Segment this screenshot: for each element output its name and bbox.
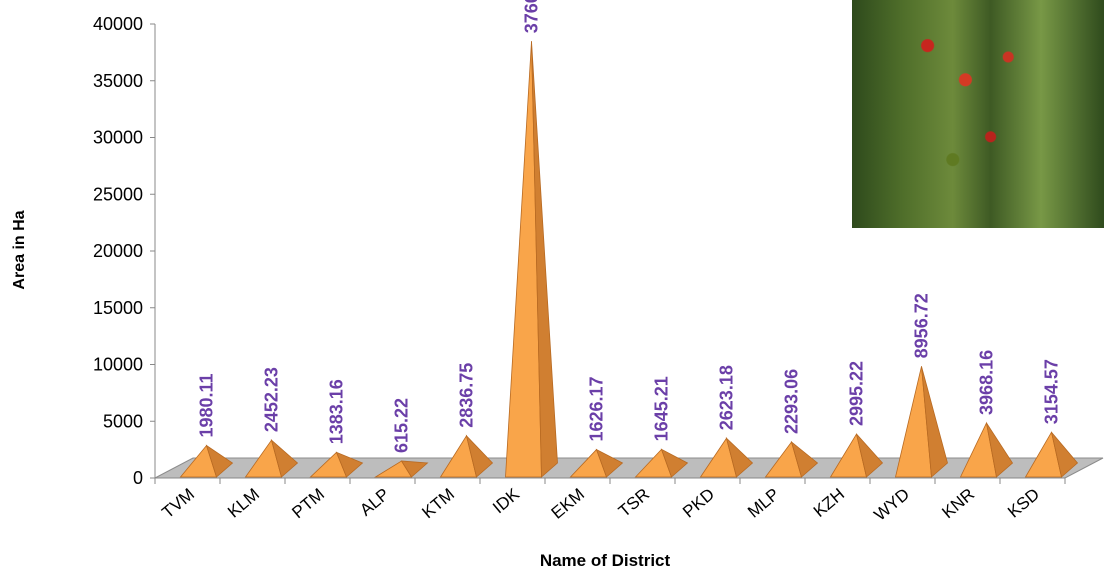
x-tick-label: KZH: [810, 485, 848, 521]
x-tick-label: MLP: [744, 485, 783, 522]
value-label: 1645.21: [652, 376, 672, 441]
value-label: 615.22: [392, 398, 412, 453]
x-tick-label: PKD: [679, 485, 718, 522]
x-axis-title: Name of District: [540, 551, 671, 570]
x-tick-label: IDK: [489, 484, 523, 517]
x-tick-label: TVM: [158, 485, 198, 523]
pyramid: [374, 460, 429, 478]
pyramid-side: [856, 433, 884, 478]
y-tick-label: 10000: [93, 355, 143, 375]
pyramid-side: [400, 460, 429, 478]
pyramid-side: [205, 444, 234, 478]
value-label: 37600: [522, 0, 542, 33]
pyramid-side: [660, 448, 689, 478]
pyramid: [634, 448, 689, 478]
y-tick-label: 15000: [93, 298, 143, 318]
pyramid: [1024, 431, 1079, 478]
value-label: 1383.16: [327, 379, 347, 444]
y-tick-label: 35000: [93, 71, 143, 91]
x-tick-label: KLM: [224, 485, 263, 522]
pyramid: [764, 440, 819, 478]
pyramid-side: [790, 440, 819, 478]
pyramid: [959, 421, 1014, 478]
x-tick-label: KTM: [418, 485, 458, 523]
pyramid-side: [1051, 431, 1079, 478]
value-label: 3968.16: [977, 350, 997, 415]
y-tick-label: 30000: [93, 128, 143, 148]
x-tick-label: TSR: [615, 485, 653, 521]
floor: [154, 457, 1104, 479]
value-label: 1980.11: [197, 373, 217, 437]
value-label: 2452.23: [262, 367, 282, 432]
y-tick-label: 20000: [93, 241, 143, 261]
y-tick-label: 0: [133, 468, 143, 488]
pepper-photo: [852, 0, 1104, 228]
pyramid: [309, 451, 364, 478]
pyramid-side: [595, 448, 624, 478]
pyramid: [244, 438, 299, 478]
y-tick-label: 5000: [103, 411, 143, 431]
x-tick-label: WYD: [870, 485, 913, 525]
x-tick-label: KNR: [938, 485, 978, 523]
pyramid: [439, 434, 494, 478]
pyramid: [894, 366, 948, 478]
x-tick-label: PTM: [288, 485, 328, 523]
value-label: 8956.72: [912, 293, 932, 358]
value-label: 2623.18: [717, 365, 737, 430]
pyramid-side: [921, 366, 948, 478]
pyramid-side: [531, 41, 558, 478]
value-label: 3154.57: [1042, 359, 1062, 424]
pyramid: [505, 41, 558, 478]
value-label: 1626.17: [587, 376, 607, 441]
value-label: 2293.06: [782, 369, 802, 434]
value-label: 2995.22: [847, 361, 867, 426]
x-tick-label: KSD: [1004, 485, 1043, 522]
value-label: 2836.75: [457, 363, 477, 428]
y-tick-label: 40000: [93, 14, 143, 34]
pyramid: [829, 432, 884, 478]
x-tick-label: EKM: [548, 485, 588, 523]
x-tick-label: ALP: [356, 485, 393, 520]
pyramid-side: [270, 438, 299, 478]
pyramid: [699, 436, 754, 478]
pyramid: [179, 444, 234, 478]
pyramid-side: [986, 422, 1014, 478]
pyramid-side: [465, 434, 494, 478]
y-axis-title: Area in Ha: [11, 210, 28, 289]
pyramid-side: [725, 436, 754, 478]
pyramid-side: [335, 451, 364, 478]
pyramid: [569, 448, 624, 478]
y-tick-label: 25000: [93, 184, 143, 204]
